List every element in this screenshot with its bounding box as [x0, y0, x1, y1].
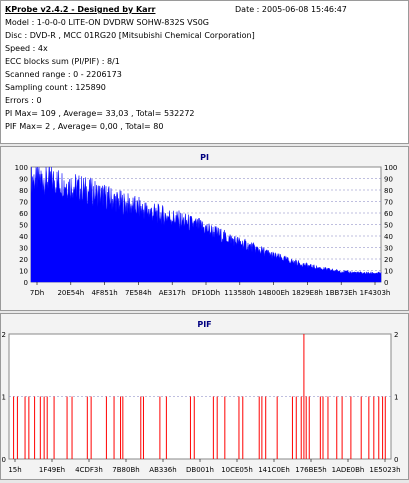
pi-x-tick-label: 7E584h [125, 289, 152, 297]
pif-x-tick-label: 176BE5h [295, 466, 326, 474]
pi-y-tick-right: 30 [384, 245, 393, 253]
pif-x-tick-label: DB001h [186, 466, 214, 474]
pif-x-tick-label: AB336h [149, 466, 176, 474]
pi-x-tick-label: 1F4303h [360, 289, 391, 297]
errors-line: Errors : 0 [5, 96, 42, 105]
pi-y-tick-right: 0 [384, 279, 388, 287]
pif-y-tick-right: 0 [394, 456, 398, 464]
pi-y-tick-left: 50 [19, 222, 28, 230]
pi-y-tick-left: 30 [19, 245, 28, 253]
pif-y-tick-left: 1 [2, 394, 6, 402]
pif-x-tick-label: 10CE05h [221, 466, 253, 474]
pi-y-tick-left: 0 [24, 279, 28, 287]
pif-y-tick-left: 0 [2, 456, 6, 464]
pi-y-tick-left: 100 [15, 164, 28, 172]
pi-y-tick-left: 20 [19, 256, 28, 264]
pif-x-tick-label: 7B80Bh [112, 466, 139, 474]
info-panel: KProbe v2.4.2 - Designed by Karr Date : … [0, 0, 409, 144]
pif-title: PIF [197, 320, 211, 329]
pi-x-tick-label: 7Dh [30, 289, 44, 297]
pif-y-tick-right: 1 [394, 394, 398, 402]
range-line: Scanned range : 0 - 2206173 [5, 70, 122, 79]
pi-y-tick-left: 80 [19, 187, 28, 195]
disc-line: Disc : DVD-R , MCC 01RG20 [Mitsubishi Ch… [5, 31, 255, 40]
pi-y-tick-left: 40 [19, 233, 28, 241]
pif-x-tick-label: 1F49Eh [39, 466, 65, 474]
pi-x-tick-label: 20E54h [57, 289, 84, 297]
pi-x-tick-label: 14B00Eh [258, 289, 289, 297]
pif-chart-panel: PIF 0 0 1 1 2 2 15h 1F49Eh 4CDF3h 7B80Bh AB336h DB00… [0, 313, 409, 480]
pi-y-tick-left: 70 [19, 199, 28, 207]
pif-x-tick-label: 15h [8, 466, 21, 474]
sampling-line: Sampling count : 125890 [5, 83, 106, 92]
pi-y-tick-right: 100 [384, 164, 397, 172]
pif-x-tick-label: 1E5023h [369, 466, 400, 474]
pi-series-area [30, 166, 382, 283]
scan-date: Date : 2005-06-08 15:46:47 [235, 5, 347, 14]
app-title: KProbe v2.4.2 - Designed by Karr [5, 5, 156, 14]
pi-y-tick-right: 80 [384, 187, 393, 195]
pi-x-tick-label: 4F851h [91, 289, 117, 297]
pi-x-tick-label: 1829E8h [292, 289, 323, 297]
pif-x-tick-label: 4CDF3h [75, 466, 103, 474]
pi-x-tick-label: DF10Dh [192, 289, 220, 297]
pi-y-tick-left: 10 [19, 268, 28, 276]
pi-x-tick-label: 1BB73Eh [325, 289, 357, 297]
pi-y-tick-right: 20 [384, 256, 393, 264]
pif-plot-area [8, 333, 392, 460]
pi-y-tick-left: 60 [19, 210, 28, 218]
model-line: Model : 1-0-0-0 LITE-ON DVDRW SOHW-832S … [5, 18, 209, 27]
pi-y-tick-right: 90 [384, 176, 393, 184]
pif-x-tick-label: 141C0Eh [258, 466, 290, 474]
pi-y-tick-right: 40 [384, 233, 393, 241]
pi-summary-line: PI Max= 109 , Average= 33,03 , Total= 53… [5, 109, 195, 118]
pi-x-tick-label: 113580h [224, 289, 255, 297]
pif-chart: PIF 0 0 1 1 2 2 15h 1F49Eh 4CDF3h 7B80Bh AB336h DB00… [2, 320, 401, 474]
pi-title: PI [200, 153, 209, 162]
pi-y-tick-right: 60 [384, 210, 393, 218]
pif-y-tick-right: 2 [394, 331, 398, 339]
pi-x-tick-label: AE317h [159, 289, 186, 297]
pi-chart-panel: PI 0 0 10 10 20 20 30 30 40 40 50 50 60 60 70 70 80 80 90 90… [0, 146, 409, 311]
pif-y-tick-left: 2 [2, 331, 6, 339]
pif-x-tick-label: 1ADE0Bh [332, 466, 365, 474]
ecc-line: ECC blocks sum (PI/PIF) : 8/1 [5, 57, 120, 66]
speed-line: Speed : 4x [5, 44, 48, 53]
pi-y-tick-right: 50 [384, 222, 393, 230]
pif-summary-line: PIF Max= 2 , Average= 0,00 , Total= 80 [5, 122, 164, 131]
pi-y-tick-right: 70 [384, 199, 393, 207]
pi-y-tick-right: 10 [384, 268, 393, 276]
pi-y-tick-left: 90 [19, 176, 28, 184]
pi-chart: PI 0 0 10 10 20 20 30 30 40 40 50 50 60 60 70 70 80 80 90 90… [15, 153, 398, 297]
